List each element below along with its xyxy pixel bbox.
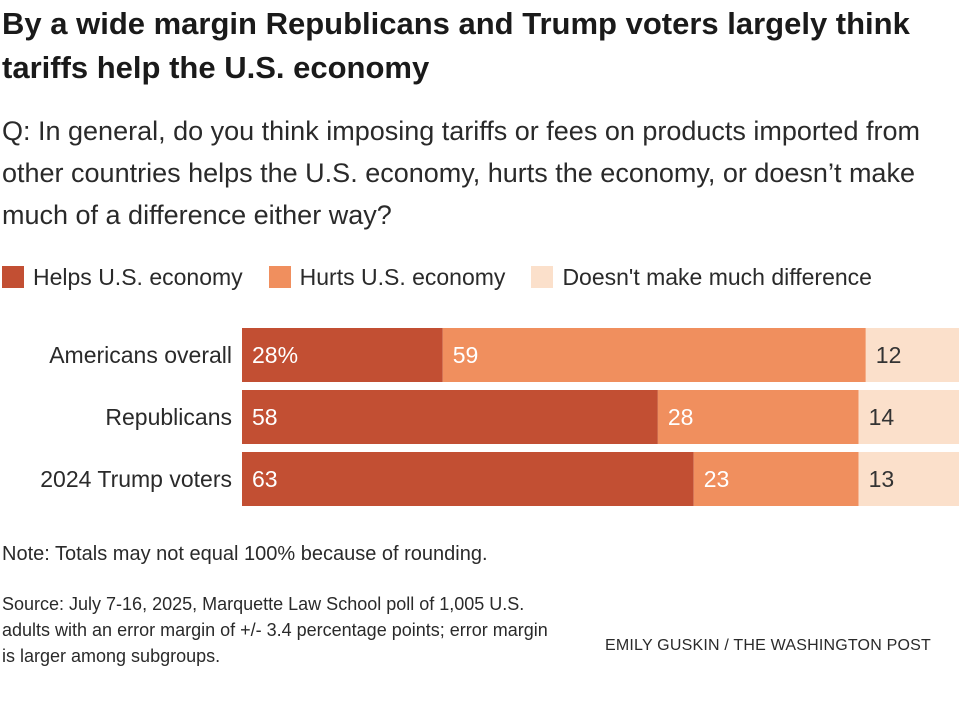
legend-label: Helps U.S. economy — [33, 263, 243, 290]
category-label: Republicans — [105, 404, 232, 430]
bar-value-label: 28 — [668, 404, 694, 430]
bar-value-label: 63 — [252, 466, 278, 492]
legend-swatch — [268, 266, 291, 288]
legend: Helps U.S. economy Hurts U.S. economy Does… — [2, 262, 959, 292]
bar-segment — [242, 328, 443, 382]
legend-swatch — [2, 266, 24, 288]
bar-segment — [858, 390, 959, 444]
bar-value-label: 14 — [869, 404, 895, 430]
bar-value-label: 23 — [704, 466, 730, 492]
bar-value-label: 13 — [869, 466, 895, 492]
bar-segment — [657, 390, 859, 444]
bar-segment — [242, 390, 658, 444]
bar-value-label: 58 — [252, 404, 278, 430]
bar-segment — [442, 328, 866, 382]
bar-value-label: 12 — [876, 342, 902, 368]
bar-segment — [858, 452, 959, 506]
chart-credit: EMILY GUSKIN / THE WASHINGTON POST — [605, 637, 931, 654]
bar-segment — [693, 452, 859, 506]
legend-label: Doesn't make much difference — [562, 263, 872, 290]
legend-swatch — [531, 266, 554, 288]
legend-item: Hurts U.S. economy — [268, 263, 506, 291]
bar-segment — [865, 328, 959, 382]
chart-question: Q: In general, do you think imposing tar… — [2, 116, 920, 230]
bar-value-label: 59 — [453, 342, 479, 368]
bar-segment — [242, 452, 694, 506]
category-label: 2024 Trump voters — [40, 466, 232, 492]
chart-source: Source: July 7-16, 2025, Marquette Law S… — [2, 594, 548, 666]
chart-title: By a wide margin Republicans and Trump v… — [2, 6, 910, 85]
legend-label: Hurts U.S. economy — [299, 263, 506, 290]
legend-item: Helps U.S. economy — [2, 264, 243, 291]
bar-value-label: 28% — [252, 342, 298, 368]
stacked-bar-chart: Americans overall 28% 59 12 Republicans 58 28 1… — [40, 328, 959, 506]
chart-note: Note: Totals may not equal 100% because … — [2, 543, 488, 565]
legend-item: Doesn't make much difference — [531, 264, 872, 291]
category-label: Americans overall — [49, 342, 232, 368]
